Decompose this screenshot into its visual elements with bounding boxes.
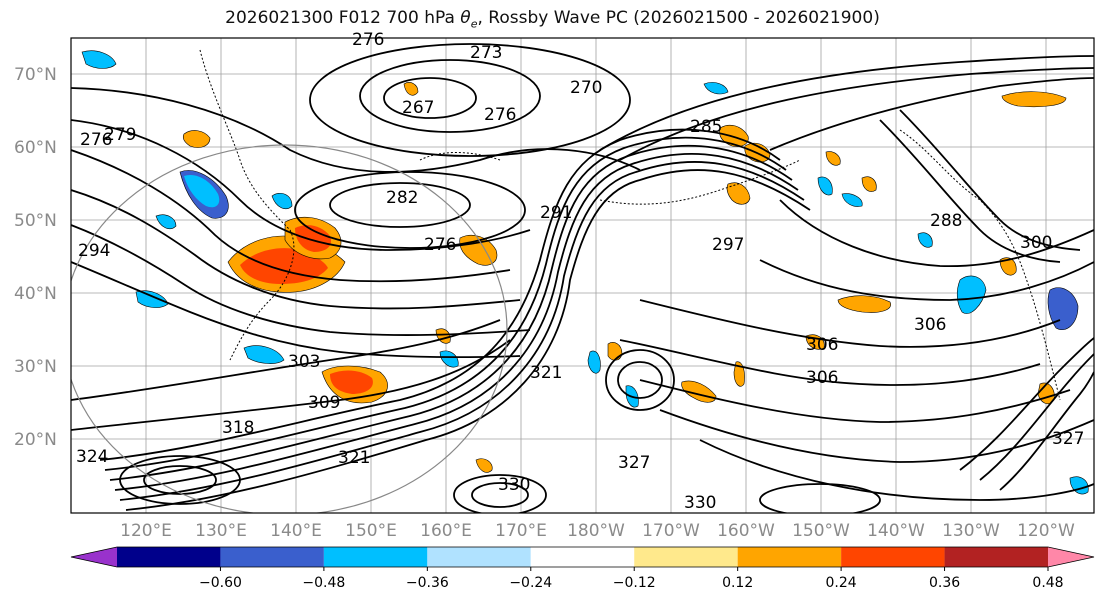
colorbar-tick-label: −0.36 [406, 575, 449, 591]
lon-label: 180°W [567, 521, 625, 541]
lon-label: 150°W [792, 521, 850, 541]
contour-label: 267 [402, 98, 434, 118]
colorbar-tick-label: 0.12 [722, 575, 753, 591]
lon-label: 150°E [345, 521, 397, 541]
coastlines [199, 49, 1061, 401]
contour-label: 300 [1020, 233, 1052, 253]
contour-label: 282 [386, 188, 418, 208]
contour-label: 276 [424, 235, 456, 255]
lat-label: 20°N [14, 430, 57, 450]
colorbar-bin [220, 547, 324, 567]
colorbar-tick-label: −0.60 [199, 575, 242, 591]
colorbar-tick-label: −0.12 [613, 575, 656, 591]
lon-label: 170°E [495, 521, 547, 541]
colorbar-outline [70, 546, 1095, 568]
contour-label: 276 [352, 30, 384, 50]
lon-label: 140°W [867, 521, 925, 541]
contour-label: 297 [712, 235, 744, 255]
map-title: 2026021300 F012 700 hPa θe, Rossby Wave … [225, 8, 880, 31]
colorbar-tick-label: 0.36 [929, 575, 960, 591]
colorbar-extend-high [1048, 547, 1094, 567]
colorbar-tick-label: −0.48 [302, 575, 345, 591]
contour-label: 321 [530, 363, 562, 383]
contour-label: 306 [806, 335, 838, 355]
lon-label: 140°E [270, 521, 322, 541]
lat-label: 50°N [14, 211, 57, 231]
contour-label: 330 [684, 493, 716, 513]
contour-label: 321 [338, 448, 370, 468]
contour-label: 279 [104, 125, 136, 145]
contour-label: 327 [1052, 429, 1084, 449]
contour-label: 294 [78, 241, 110, 261]
longitude-labels: 120°E 130°E 140°E 150°E 160°E 170°E 180°… [120, 521, 1075, 541]
colorbar-tick-label: −0.24 [509, 575, 552, 591]
map-panel [70, 37, 1095, 514]
lon-label: 130°E [195, 521, 247, 541]
anomaly-shading [81, 50, 1089, 495]
lon-label: 160°E [420, 521, 472, 541]
lon-label: 170°W [642, 521, 700, 541]
contour-label: 303 [288, 352, 320, 372]
lon-label: 130°W [942, 521, 1000, 541]
contour-label: 288 [930, 211, 962, 231]
lat-label: 70°N [14, 65, 57, 85]
lat-label: 40°N [14, 284, 57, 304]
region-ring [71, 144, 508, 513]
contour-label: 276 [80, 130, 112, 150]
contour-label: 330 [498, 475, 530, 495]
contour-label: 318 [222, 418, 254, 438]
contour-label: 324 [76, 447, 108, 467]
lon-label: 120°W [1017, 521, 1075, 541]
contour-label: 306 [914, 315, 946, 335]
contour-label: 273 [470, 43, 502, 63]
contour-label: 309 [308, 393, 340, 413]
colorbar-tick-label: 0.24 [826, 575, 857, 591]
colorbar-bin [737, 547, 842, 567]
contour-label: 270 [570, 78, 602, 98]
colorbar-bin [323, 547, 428, 567]
contour-labels: 273 276 267 270 276 276 279 282 276 285 … [76, 30, 1084, 513]
colorbar-bin [427, 547, 531, 567]
map-border [70, 37, 1095, 514]
colorbar-bin [944, 547, 1048, 567]
contour-label: 291 [540, 203, 572, 223]
contour-label: 306 [806, 368, 838, 388]
colorbar-extend-low [71, 547, 117, 567]
lat-label: 30°N [14, 357, 57, 377]
latitude-labels: 70°N 60°N 50°N 40°N 30°N 20°N [14, 65, 57, 450]
colorbar-bin [530, 547, 635, 567]
contour-label: 276 [484, 105, 516, 125]
contour-label: 285 [690, 117, 722, 137]
colorbar-bin [117, 547, 221, 567]
colorbar-bin [841, 547, 945, 567]
contour-label: 327 [618, 453, 650, 473]
lat-label: 60°N [14, 138, 57, 158]
theta-e-contours [71, 43, 1094, 513]
colorbar-bin [634, 547, 738, 567]
lon-label: 160°W [717, 521, 775, 541]
lon-label: 120°E [120, 521, 172, 541]
colorbar: −0.60 −0.48 −0.36 −0.24 −0.12 0.12 0.24 0.36 0.4… [70, 546, 1095, 591]
colorbar-tick-label: 0.48 [1032, 575, 1063, 591]
